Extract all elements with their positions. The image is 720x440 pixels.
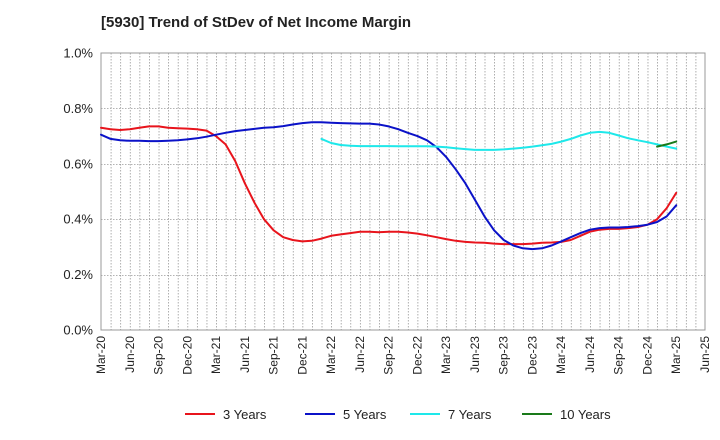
x-tick-label: Sep-23 <box>497 336 511 375</box>
y-tick-label: 0.2% <box>63 267 93 282</box>
x-tick-label: Jun-24 <box>583 336 597 373</box>
x-tick-label: Dec-21 <box>295 336 309 375</box>
x-tick-label: Sep-24 <box>612 336 626 375</box>
y-tick-label: 0.0% <box>63 323 93 338</box>
legend: 3 Years 5 Years 7 Years 10 Years <box>185 407 611 422</box>
series-lines <box>100 121 678 251</box>
y-tick-label: 0.8% <box>63 101 93 116</box>
x-tick-label: Mar-23 <box>439 336 453 374</box>
legend-label-3-years: 3 Years <box>223 407 267 422</box>
x-tick-label: Jun-23 <box>468 336 482 373</box>
legend-label-7-years: 7 Years <box>448 407 492 422</box>
x-tick-label: Mar-20 <box>94 336 108 374</box>
series-line-3-years <box>100 125 678 246</box>
y-tick-label: 0.4% <box>63 212 93 227</box>
x-tick-label: Mar-21 <box>209 336 223 374</box>
x-tick-label: Jun-25 <box>698 336 712 373</box>
x-tick-label: Dec-23 <box>525 336 539 375</box>
x-tick-label: Jun-22 <box>353 336 367 373</box>
x-tick-label: Jun-21 <box>238 336 252 373</box>
legend-label-5-years: 5 Years <box>343 407 387 422</box>
grid <box>101 53 705 330</box>
series-line-5-years <box>100 121 678 251</box>
axes: 0.0% 0.2% 0.4% 0.6% 0.8% 1.0% Mar-20 Jun-20 Sep-… <box>63 46 712 375</box>
x-tick-label: Jun-20 <box>123 336 137 373</box>
x-tick-label: Mar-24 <box>554 336 568 374</box>
series-line-10-years <box>656 140 678 148</box>
x-tick-label: Sep-21 <box>267 336 281 375</box>
series-line-7-years <box>320 130 678 151</box>
legend-label-10-years: 10 Years <box>560 407 611 422</box>
y-tick-label: 0.6% <box>63 156 93 171</box>
chart-title: [5930] Trend of StDev of Net Income Marg… <box>101 14 412 31</box>
y-tick-label: 1.0% <box>63 46 93 61</box>
x-tick-label: Dec-20 <box>180 336 194 375</box>
x-tick-label: Sep-22 <box>382 336 396 375</box>
x-tick-label: Mar-25 <box>669 336 683 374</box>
x-tick-label: Dec-24 <box>640 336 654 375</box>
x-tick-label: Mar-22 <box>324 336 338 374</box>
x-tick-label: Dec-22 <box>410 336 424 375</box>
plot-area <box>100 52 706 331</box>
x-tick-label: Sep-20 <box>152 336 166 375</box>
